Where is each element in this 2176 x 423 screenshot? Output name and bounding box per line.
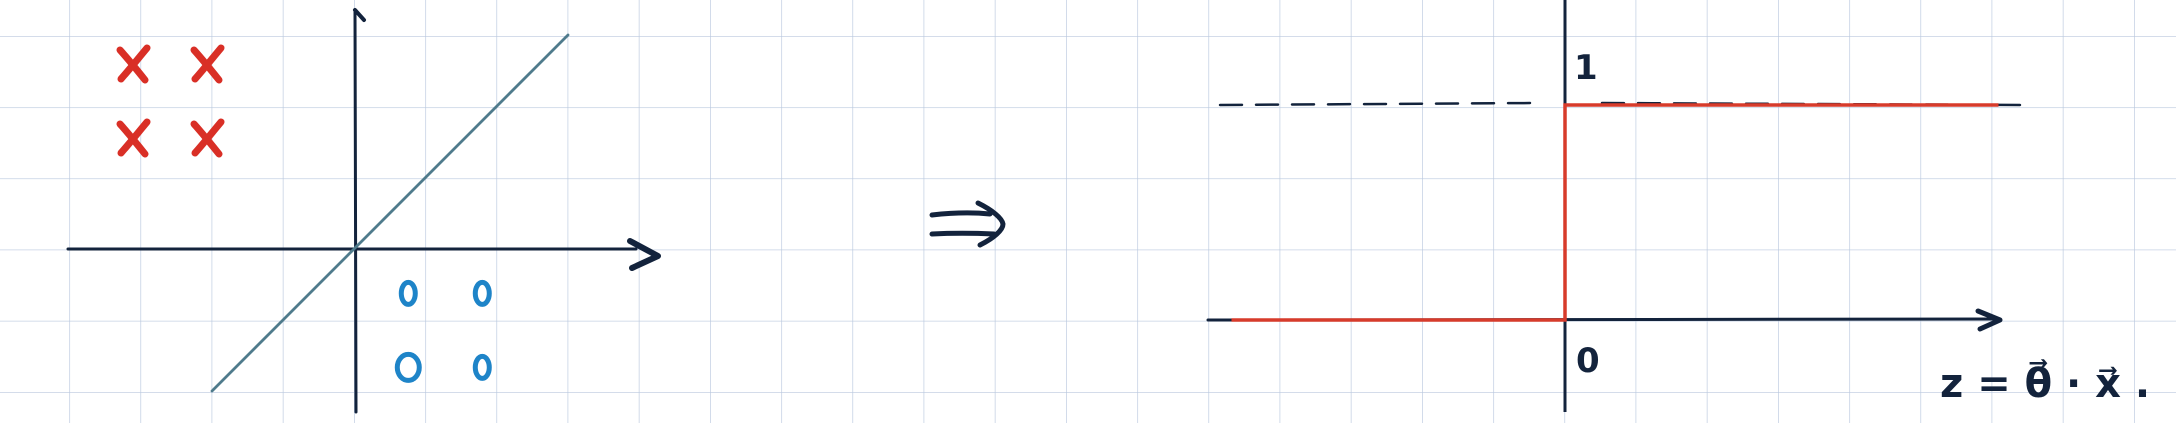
left-y-axis-arrowhead — [353, 8, 366, 22]
x-marker — [116, 118, 151, 158]
x-marker — [190, 44, 225, 84]
y-tick-label-one: 1 — [1574, 48, 1598, 88]
x-marker — [190, 118, 225, 158]
y-one-dashed-line — [1218, 101, 2022, 107]
right-x-axis-arrowhead — [1975, 308, 2003, 332]
right-plot: 1 0 z = θ⃗ · x⃗ . — [1206, 0, 2150, 412]
implies-arrowhead — [975, 200, 1006, 248]
o-marker — [472, 353, 492, 381]
axis-label-z: z = θ⃗ · x⃗ . — [1940, 359, 2150, 407]
x-class-points — [116, 44, 225, 158]
implies-top-stroke — [929, 210, 993, 218]
step-function-line — [1231, 103, 1999, 322]
o-marker — [394, 351, 422, 383]
o-class-points — [394, 279, 492, 383]
left-plot — [66, 8, 661, 414]
origin-label: 0 — [1576, 341, 1600, 381]
o-marker — [472, 279, 492, 307]
left-y-axis — [353, 8, 358, 414]
left-x-axis-arrowhead — [627, 238, 661, 271]
implies-arrow — [929, 200, 1006, 248]
o-marker — [398, 279, 418, 307]
x-marker — [116, 44, 151, 84]
step-function — [1231, 103, 1999, 322]
implies-bottom-stroke — [929, 230, 997, 237]
separator-line — [210, 33, 570, 393]
